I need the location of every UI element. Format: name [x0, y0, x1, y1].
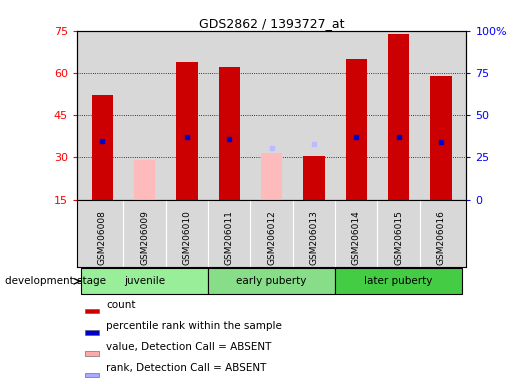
- Text: GSM206010: GSM206010: [182, 210, 191, 265]
- Text: GSM206011: GSM206011: [225, 210, 234, 265]
- Text: GSM206009: GSM206009: [140, 210, 149, 265]
- Bar: [85, 330, 99, 334]
- Text: count: count: [107, 300, 136, 310]
- Bar: [388, 33, 409, 200]
- Bar: [81, 268, 208, 294]
- Bar: [92, 96, 113, 200]
- Text: later puberty: later puberty: [365, 276, 433, 286]
- Text: GSM206016: GSM206016: [437, 210, 446, 265]
- Text: percentile rank within the sample: percentile rank within the sample: [107, 321, 282, 331]
- Text: GSM206012: GSM206012: [267, 210, 276, 265]
- Bar: [303, 156, 324, 200]
- Bar: [261, 153, 282, 200]
- Bar: [85, 309, 99, 313]
- Bar: [134, 160, 155, 200]
- Text: value, Detection Call = ABSENT: value, Detection Call = ABSENT: [107, 342, 272, 352]
- Bar: [208, 268, 335, 294]
- Title: GDS2862 / 1393727_at: GDS2862 / 1393727_at: [199, 17, 344, 30]
- Text: GSM206015: GSM206015: [394, 210, 403, 265]
- Text: GSM206013: GSM206013: [310, 210, 319, 265]
- Bar: [176, 62, 198, 200]
- Text: juvenile: juvenile: [124, 276, 165, 286]
- Bar: [85, 372, 99, 377]
- Text: rank, Detection Call = ABSENT: rank, Detection Call = ABSENT: [107, 363, 267, 373]
- Bar: [219, 67, 240, 200]
- Bar: [346, 59, 367, 200]
- Text: GSM206014: GSM206014: [352, 210, 361, 265]
- Bar: [85, 351, 99, 356]
- Text: development stage: development stage: [5, 276, 107, 286]
- Text: early puberty: early puberty: [236, 276, 307, 286]
- Bar: [335, 268, 462, 294]
- Bar: [430, 76, 452, 200]
- Text: GSM206008: GSM206008: [98, 210, 107, 265]
